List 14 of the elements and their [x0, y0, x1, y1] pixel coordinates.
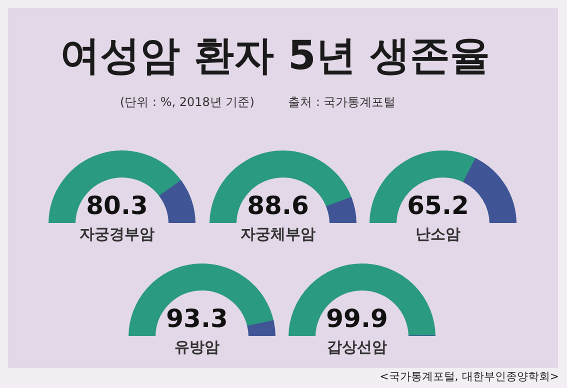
- text: <국가통계포털, 대한부인종양학회>: [380, 369, 559, 384]
- slice-label: 난소암: [414, 225, 462, 244]
- chart-subtitle: (단위 : %, 2018년 기준): [120, 94, 254, 111]
- source-note: 출처 : 국가통계포털: [288, 94, 396, 111]
- data-label: 93.3: [165, 304, 229, 333]
- slice-label: 갑상선암: [326, 338, 388, 357]
- chart-title: 여성암 환자 5년 생존율: [59, 32, 491, 81]
- slice-label: 유방암: [174, 338, 220, 357]
- slice-label: 자궁경부암: [78, 225, 156, 244]
- data-label: 88.6: [246, 191, 310, 220]
- slice-label: 자궁체부암: [240, 225, 316, 244]
- data-label: 65.2: [406, 191, 470, 220]
- data-label: 80.3: [85, 191, 149, 220]
- data-label: 99.9: [325, 304, 389, 333]
